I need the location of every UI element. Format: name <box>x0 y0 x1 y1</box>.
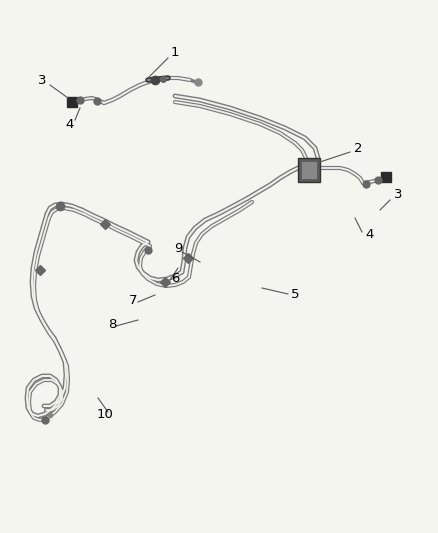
Text: 7: 7 <box>129 294 137 306</box>
Text: 4: 4 <box>366 229 374 241</box>
Polygon shape <box>298 158 320 182</box>
Text: 10: 10 <box>96 408 113 422</box>
Text: 6: 6 <box>171 271 179 285</box>
Text: 3: 3 <box>394 189 402 201</box>
Text: 9: 9 <box>174 241 182 254</box>
Text: 1: 1 <box>171 45 179 59</box>
Text: 8: 8 <box>108 319 116 332</box>
Text: 3: 3 <box>38 74 46 86</box>
Text: 4: 4 <box>66 118 74 132</box>
Polygon shape <box>301 161 317 179</box>
Text: 5: 5 <box>291 288 299 302</box>
Text: 2: 2 <box>354 141 362 155</box>
